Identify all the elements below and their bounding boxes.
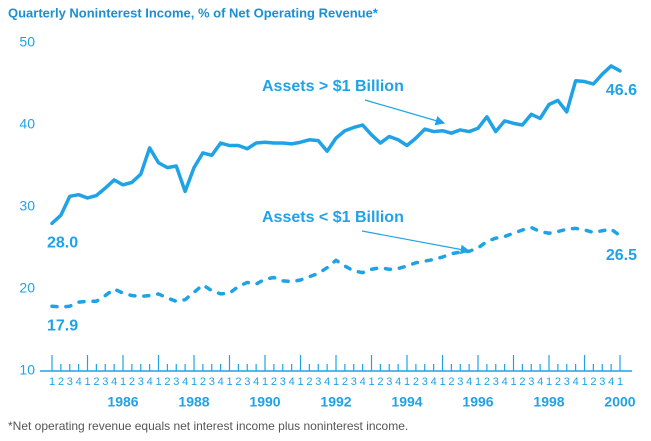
quarter-label: 3 (422, 376, 428, 388)
quarter-label: 1 (120, 376, 126, 388)
quarter-label: 4 (147, 376, 153, 388)
quarter-label: 4 (218, 376, 224, 388)
quarter-label: 1 (191, 376, 197, 388)
quarter-label: 4 (289, 376, 295, 388)
y-tick-label: 20 (19, 280, 35, 296)
quarter-label: 2 (306, 376, 312, 388)
quarter-label: 1 (404, 376, 410, 388)
quarter-label: 1 (262, 376, 268, 388)
quarter-label: 3 (209, 376, 215, 388)
quarter-label: 4 (182, 376, 188, 388)
quarter-label: 4 (76, 376, 82, 388)
quarter-label: 2 (271, 376, 277, 388)
quarter-label: 3 (244, 376, 250, 388)
quarter-label: 2 (129, 376, 135, 388)
y-tick-label: 30 (19, 198, 35, 214)
quarter-label: 2 (93, 376, 99, 388)
series-annotation: Assets < $1 Billion (262, 209, 404, 226)
quarter-label: 1 (84, 376, 90, 388)
quarter-label: 2 (555, 376, 561, 388)
chart-title: Quarterly Noninterest Income, % of Net O… (8, 5, 379, 20)
quarter-label: 4 (324, 376, 330, 388)
quarter-label: 4 (431, 376, 437, 388)
quarter-label: 4 (537, 376, 543, 388)
y-tick-label: 40 (19, 116, 35, 132)
data-label: 26.5 (606, 247, 637, 264)
footnote: *Net operating revenue equals net intere… (8, 419, 408, 433)
quarter-label: 2 (377, 376, 383, 388)
quarter-label: 4 (608, 376, 614, 388)
quarter-label: 3 (564, 376, 570, 388)
series-annotation: Assets > $1 Billion (262, 78, 404, 95)
x-tick-label: 2000 (604, 394, 635, 410)
x-tick-label: 1998 (533, 394, 564, 410)
quarter-label: 1 (581, 376, 587, 388)
quarter-label: 2 (448, 376, 454, 388)
quarter-label: 4 (466, 376, 472, 388)
quarter-label: 2 (200, 376, 206, 388)
quarter-label: 3 (493, 376, 499, 388)
y-tick-label: 50 (19, 34, 35, 50)
annotation-arrow (364, 99, 446, 126)
quarter-label: 1 (297, 376, 303, 388)
quarter-label: 1 (546, 376, 552, 388)
quarter-label: 3 (599, 376, 605, 388)
quarter-label: 3 (138, 376, 144, 388)
quarter-label: 2 (413, 376, 419, 388)
data-label: 17.9 (47, 317, 78, 334)
quarter-label: 4 (111, 376, 117, 388)
quarter-label: 2 (519, 376, 525, 388)
quarter-label: 1 (49, 376, 55, 388)
quarter-label: 1 (475, 376, 481, 388)
x-tick-label: 1990 (249, 394, 280, 410)
quarter-label: 2 (590, 376, 596, 388)
data-label: 28.0 (47, 235, 78, 252)
quarter-label: 4 (573, 376, 579, 388)
quarter-label: 3 (528, 376, 534, 388)
x-tick-label: 1986 (107, 394, 138, 410)
quarter-label: 3 (67, 376, 73, 388)
quarter-label: 1 (333, 376, 339, 388)
quarter-label: 3 (457, 376, 463, 388)
quarter-label: 1 (617, 376, 623, 388)
quarter-label: 2 (484, 376, 490, 388)
quarter-label: 1 (226, 376, 232, 388)
quarter-label: 2 (235, 376, 241, 388)
data-label: 46.6 (606, 82, 637, 99)
quarter-label: 4 (360, 376, 366, 388)
quarter-label: 1 (155, 376, 161, 388)
x-tick-label: 1996 (462, 394, 493, 410)
quarter-label: 4 (395, 376, 401, 388)
quarter-label: 2 (342, 376, 348, 388)
quarter-label: 1 (368, 376, 374, 388)
quarter-label: 4 (502, 376, 508, 388)
quarter-label: 3 (102, 376, 108, 388)
y-tick-label: 10 (19, 362, 35, 378)
series-line (50, 64, 622, 226)
quarter-label: 3 (386, 376, 392, 388)
quarter-label: 4 (253, 376, 259, 388)
quarter-label: 2 (58, 376, 64, 388)
series-line (50, 225, 622, 309)
quarter-label: 2 (164, 376, 170, 388)
quarter-label: 3 (280, 376, 286, 388)
quarter-label: 3 (351, 376, 357, 388)
annotation-arrow (361, 230, 471, 255)
quarter-label: 3 (315, 376, 321, 388)
x-tick-label: 1988 (178, 394, 209, 410)
x-tick-label: 1994 (391, 394, 422, 410)
quarter-label: 3 (173, 376, 179, 388)
x-tick-label: 1992 (320, 394, 351, 410)
quarter-label: 1 (439, 376, 445, 388)
quarter-label: 1 (510, 376, 516, 388)
